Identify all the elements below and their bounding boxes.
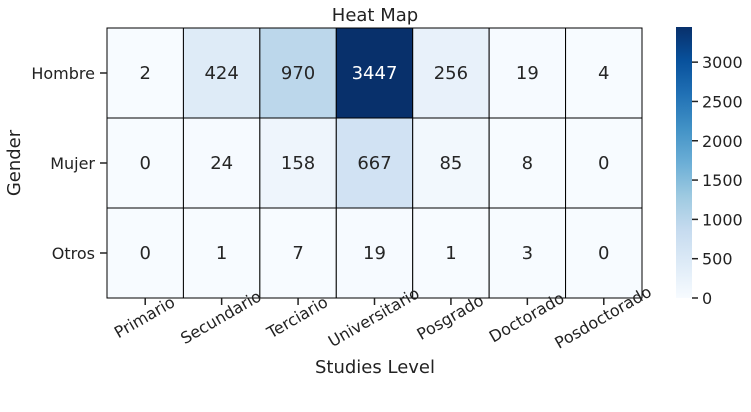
colorbar-tick-label: 1500 xyxy=(702,171,743,190)
colorbar: 0 500 1000 1500 2000 2500 3000 xyxy=(676,27,743,308)
heatmap-cell xyxy=(565,207,643,299)
y-tick-label: Hombre xyxy=(31,64,95,83)
heatmap-cell xyxy=(182,207,261,299)
cell-value-label: 0 xyxy=(598,153,609,174)
cell-value-label: 19 xyxy=(363,243,386,264)
cell-value-label: 970 xyxy=(281,63,315,84)
heatmap-cell xyxy=(335,207,414,299)
heatmap-cell xyxy=(488,27,567,119)
cell-value-label: 3447 xyxy=(352,63,398,84)
cell-value-label: 0 xyxy=(139,153,150,174)
colorbar-tick-label: 3000 xyxy=(702,53,743,72)
heatmap-cell xyxy=(259,207,337,299)
colorbar-tick-label: 0 xyxy=(702,289,712,308)
cell-value-label: 24 xyxy=(210,153,233,174)
heatmap-cell xyxy=(182,27,261,119)
cell-value-label: 7 xyxy=(292,243,303,264)
colorbar-tick-label: 2000 xyxy=(702,132,743,151)
cell-value-label: 4 xyxy=(598,63,609,84)
y-axis-ticks: Hombre Mujer Otros xyxy=(31,64,107,263)
cell-value-label: 8 xyxy=(522,153,533,174)
colorbar-gradient-bar xyxy=(676,27,692,298)
colorbar-tick-label: 500 xyxy=(702,250,733,269)
cell-value-label: 3 xyxy=(522,243,533,264)
cell-value-label: 1 xyxy=(216,243,227,264)
heatmap-cell xyxy=(488,117,567,209)
colorbar-tick-label: 2500 xyxy=(702,92,743,111)
cell-value-label: 2 xyxy=(139,63,150,84)
cell-value-label: 256 xyxy=(434,63,468,84)
cell-value-label: 667 xyxy=(357,153,391,174)
cell-value-label: 85 xyxy=(439,153,462,174)
cell-value-label: 424 xyxy=(204,63,238,84)
heatmap-cell xyxy=(412,27,490,119)
heatmap-cells: 2 424 970 3447 256 19 4 0 24 158 667 85 8 0 0 1 7 19 1 3 0 xyxy=(106,27,643,299)
cell-value-label: 19 xyxy=(516,63,539,84)
cell-value-label: 158 xyxy=(281,153,315,174)
heatmap-cell xyxy=(412,117,490,209)
cell-value-label: 1 xyxy=(445,243,456,264)
x-tick-label: Terciario xyxy=(263,292,331,342)
cell-value-label: 0 xyxy=(598,243,609,264)
colorbar-tick-label: 1000 xyxy=(702,210,743,229)
heatmap-cell xyxy=(488,207,567,299)
x-tick-label: Posgrado xyxy=(414,291,487,344)
heatmap-cell xyxy=(106,27,184,119)
y-axis-label: Gender xyxy=(4,129,25,196)
y-tick-label: Otros xyxy=(52,244,95,263)
cell-value-label: 0 xyxy=(139,243,150,264)
heatmap-cell xyxy=(259,27,337,119)
heatmap-cell xyxy=(259,117,337,209)
heatmap-cell xyxy=(412,207,490,299)
x-axis-label: Studies Level xyxy=(315,357,435,378)
y-tick-label: Mujer xyxy=(50,154,95,173)
chart-title: Heat Map xyxy=(332,5,418,26)
heatmap-cell xyxy=(335,27,414,119)
heatmap-cell xyxy=(565,117,643,209)
